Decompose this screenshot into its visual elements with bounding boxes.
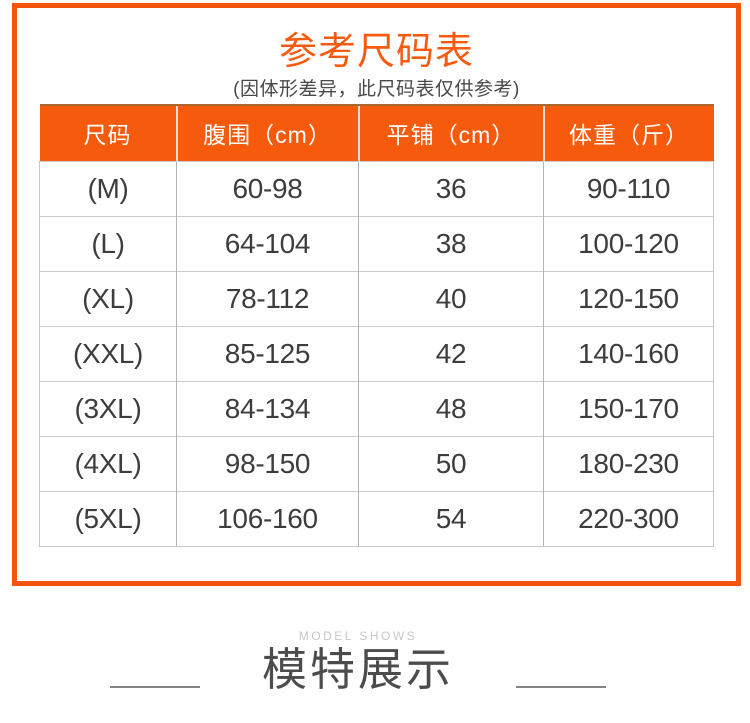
left-divider-line (109, 686, 200, 688)
cell-size: (3XL) (39, 380, 177, 436)
model-shows-section: MODEL SHOWS 模特展示 (0, 629, 733, 695)
page-subtitle: (因体形差异，此尺码表仅供参考) (233, 79, 520, 100)
section-heading: 模特展示 (261, 644, 454, 695)
orange-frame: 参考尺码表 (因体形差异，此尺码表仅供参考) 尺码 腹围（cm） 平铺（cm） … (12, 3, 741, 586)
cell-size: (5XL) (39, 490, 177, 547)
cell-belly: 78-112 (176, 270, 359, 326)
cell-weight: 150-170 (543, 380, 714, 436)
cell-flat: 36 (358, 160, 544, 216)
table-row: (XL) 78-112 40 120-150 (39, 270, 714, 326)
col-header-weight: 体重（斤） (542, 104, 714, 161)
cell-belly: 60-98 (176, 160, 359, 216)
cell-weight: 220-300 (543, 490, 714, 547)
cell-flat: 42 (358, 325, 544, 381)
cell-size: (4XL) (39, 435, 177, 491)
cell-flat: 50 (358, 435, 544, 491)
size-table: 尺码 腹围（cm） 平铺（cm） 体重（斤） (M) 60-98 36 90-1… (39, 104, 714, 547)
cell-weight: 120-150 (543, 270, 714, 326)
table-row: (M) 60-98 36 90-110 (39, 160, 714, 216)
cell-size: (XXL) (39, 325, 177, 381)
cell-belly: 84-134 (176, 380, 359, 436)
table-header-row: 尺码 腹围（cm） 平铺（cm） 体重（斤） (39, 104, 714, 161)
cell-weight: 100-120 (543, 215, 714, 271)
section-eyebrow: MODEL SHOWS (298, 629, 418, 643)
cell-flat: 48 (358, 380, 544, 436)
right-divider-line (516, 686, 606, 688)
cell-flat: 40 (358, 270, 544, 326)
cell-weight: 140-160 (543, 325, 714, 381)
cell-belly: 98-150 (176, 435, 359, 491)
cell-size: (M) (39, 160, 177, 216)
cell-belly: 106-160 (176, 490, 359, 547)
cell-weight: 180-230 (543, 435, 714, 491)
cell-belly: 64-104 (176, 215, 359, 271)
cell-weight: 90-110 (543, 160, 714, 216)
cell-flat: 54 (358, 490, 544, 547)
table-row: (5XL) 106-160 54 220-300 (39, 490, 714, 547)
table-row: (L) 64-104 38 100-120 (39, 215, 714, 271)
section-titles: MODEL SHOWS 模特展示 (262, 629, 454, 695)
cell-belly: 85-125 (176, 325, 359, 381)
table-row: (XXL) 85-125 42 140-160 (39, 325, 714, 381)
col-header-flat: 平铺（cm） (357, 104, 544, 161)
cell-size: (XL) (39, 270, 177, 326)
cell-size: (L) (39, 215, 177, 271)
col-header-size: 尺码 (39, 104, 177, 161)
table-row: (4XL) 98-150 50 180-230 (39, 435, 714, 491)
page-title: 参考尺码表 (278, 31, 474, 73)
table-row: (3XL) 84-134 48 150-170 (39, 380, 714, 436)
col-header-belly: 腹围（cm） (175, 104, 359, 161)
cell-flat: 38 (358, 215, 544, 271)
